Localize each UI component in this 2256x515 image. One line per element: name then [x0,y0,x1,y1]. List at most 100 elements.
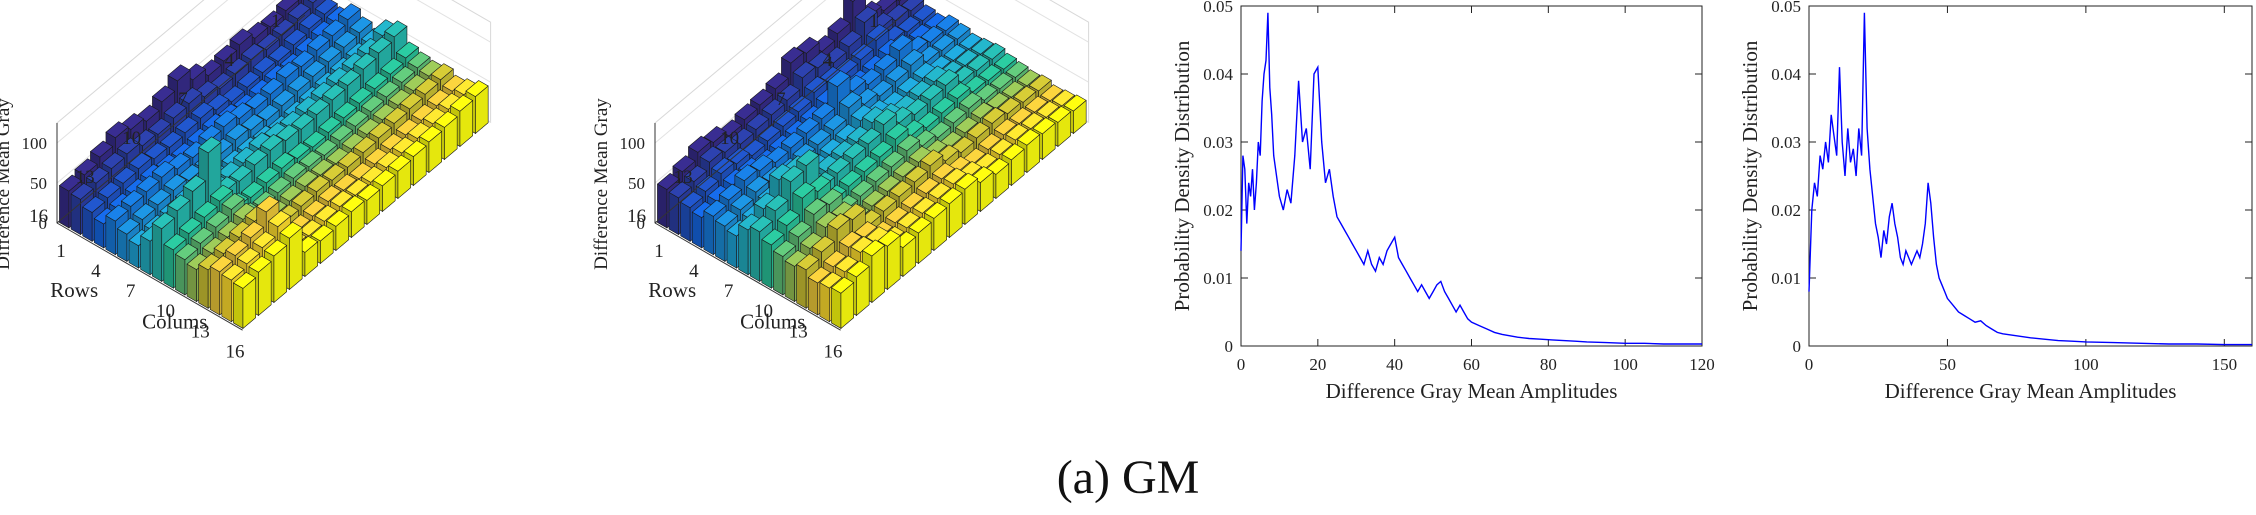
bar-face-top [668,181,692,199]
bar-face-top [82,196,106,213]
bar-face-top [765,146,789,164]
row-tick-label: 4 [225,50,235,71]
bar-face-top [364,147,388,165]
bar-face-top [465,80,489,97]
bar-face-top [120,190,145,207]
bar-face-top [174,243,199,261]
bar-face-top [333,173,357,191]
z-tick-label: 0 [637,214,646,233]
bar-face-top [105,204,129,222]
col-axis [654,222,841,331]
bar-face-top [966,54,990,72]
bar-face-top [873,194,897,212]
bar-face-top [205,210,230,228]
bar-face-top [422,107,447,125]
bar-face-top [807,128,832,146]
bar [232,271,257,330]
col-tick-label: 4 [689,261,699,282]
bar-face-top [734,103,758,121]
bar-face-top [1001,143,1025,161]
bar-face-top [291,112,315,130]
bar-face-top [252,231,276,249]
col-tick-label: 13 [191,321,210,342]
bar-face-top [943,167,967,185]
bar-face-top [240,181,265,198]
bar-face-top [132,129,156,147]
bar-face-top [271,151,296,169]
bar-face-top [260,134,284,151]
bar-face-front [726,230,737,269]
bar-face-top [796,149,820,167]
bar-face-top [167,194,191,212]
x-tick-label: 100 [1612,355,1638,374]
bar-face-top [1047,105,1072,123]
z-tick-label: 100 [620,134,646,153]
bar-face-top [846,125,870,143]
bar-face-top [912,196,936,214]
bar-face-top [765,194,789,212]
bar-face-front [175,253,186,296]
bar-face-top [873,108,897,126]
bar-face-top [387,154,412,172]
bar-face-top [849,0,856,2]
bar-face-top [854,155,878,173]
y-tick-label: 0.05 [1771,0,1801,16]
bar-face-top [178,217,203,234]
bar-face-top [819,271,843,289]
bar-face-top [877,175,901,192]
bar-face-top [834,255,859,273]
bar-face-top [302,60,327,77]
bar-face-top [407,122,431,139]
bar-face-top [1051,89,1076,107]
bar-face-front [703,210,714,256]
bar-face-top [757,124,781,142]
bar-face-top [372,169,396,187]
bar-face-top [167,64,191,82]
bar-face-top [897,76,921,94]
bar-face-top [268,44,292,62]
bar-face-top [904,98,928,116]
bar-face-front [163,243,174,289]
bar-face-top [730,193,754,211]
bar-face-top [322,83,346,101]
bar-face-top [885,65,909,82]
bar-face-top [958,92,983,109]
bar-face-top [275,0,300,12]
bar-face-top [780,46,805,64]
bar-face-top [896,134,921,152]
bar-face-front [151,222,163,283]
bar-face-front [796,263,807,309]
bar-face-top [291,50,315,68]
z-gridline [654,0,827,144]
bar-face-top [291,189,315,207]
bar-face-top [407,51,431,69]
bar-face-top [931,96,956,114]
bar-face-top [838,230,862,248]
z-tick-label: 0 [39,214,48,233]
bar-face-top [368,121,392,139]
bar-face-top [989,72,1014,90]
line-chart-4: 0 50 100 150 0 0.01 0.02 0.03 0.04 0.05 Difference… [1738,0,2253,403]
bar-face-top [337,150,361,168]
bar-face-top [128,152,152,170]
col-tick-label: 10 [754,301,773,322]
bar-face-top [796,253,820,271]
bar-face-top [449,94,474,112]
bar-face-top [419,59,443,77]
bar-face-top [391,66,416,83]
bar-face-top [885,206,909,224]
y-tick-label: 0.05 [1203,0,1233,16]
bar-face-top [337,3,362,21]
bar-face-top [179,87,203,104]
bar-face-top [86,166,110,184]
bar-face-top [827,17,851,35]
bar-face-top [749,88,774,106]
bar-face-top [804,76,828,93]
bar-face-front [209,265,221,316]
x-tick-label: 120 [1689,355,1715,374]
bar-face-top [229,221,253,238]
x-tick-label: 100 [2073,355,2099,374]
bar-face-top [314,139,338,156]
bar-face-top [221,85,245,103]
row-tick-label: 7 [178,89,188,110]
